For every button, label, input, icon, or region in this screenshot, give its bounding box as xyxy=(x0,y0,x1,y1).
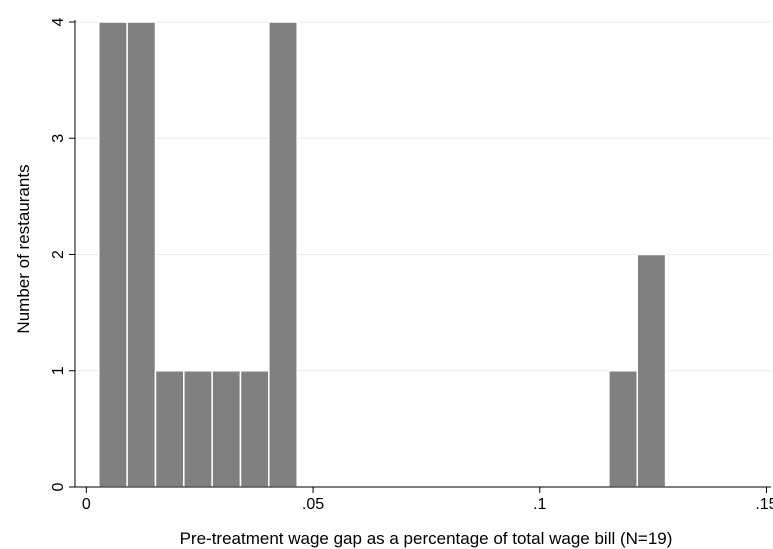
ticks: 0 .05 .1 .15 0 1 2 3 4 xyxy=(50,17,773,513)
y-tick-label-1: 1 xyxy=(50,366,67,375)
histogram-bar-8 xyxy=(608,370,638,488)
x-tick-label-2: .1 xyxy=(533,496,546,513)
histogram-bar-4 xyxy=(183,370,213,488)
x-axis-title: Pre-treatment wage gap as a percentage o… xyxy=(180,529,673,548)
histogram-bar-1 xyxy=(98,21,128,488)
histogram-bar-9 xyxy=(636,253,667,488)
axes xyxy=(74,20,771,488)
x-tick-label-0: 0 xyxy=(82,496,91,513)
y-tick-label-4: 4 xyxy=(50,17,67,26)
histogram-bar-7 xyxy=(268,21,298,488)
histogram-bar-5 xyxy=(211,370,242,488)
y-tick-label-0: 0 xyxy=(50,482,67,491)
histogram-bar-6 xyxy=(239,370,270,488)
x-tick-label-3: .15 xyxy=(755,496,773,513)
y-axis-title: Number of restaurants xyxy=(14,164,33,333)
y-tick-label-3: 3 xyxy=(50,134,67,143)
histogram-bar-2 xyxy=(126,21,157,488)
gridlines xyxy=(75,21,771,372)
histogram-bar-3 xyxy=(154,370,185,488)
x-tick-label-1: .05 xyxy=(302,496,324,513)
y-tick-label-2: 2 xyxy=(50,250,67,259)
